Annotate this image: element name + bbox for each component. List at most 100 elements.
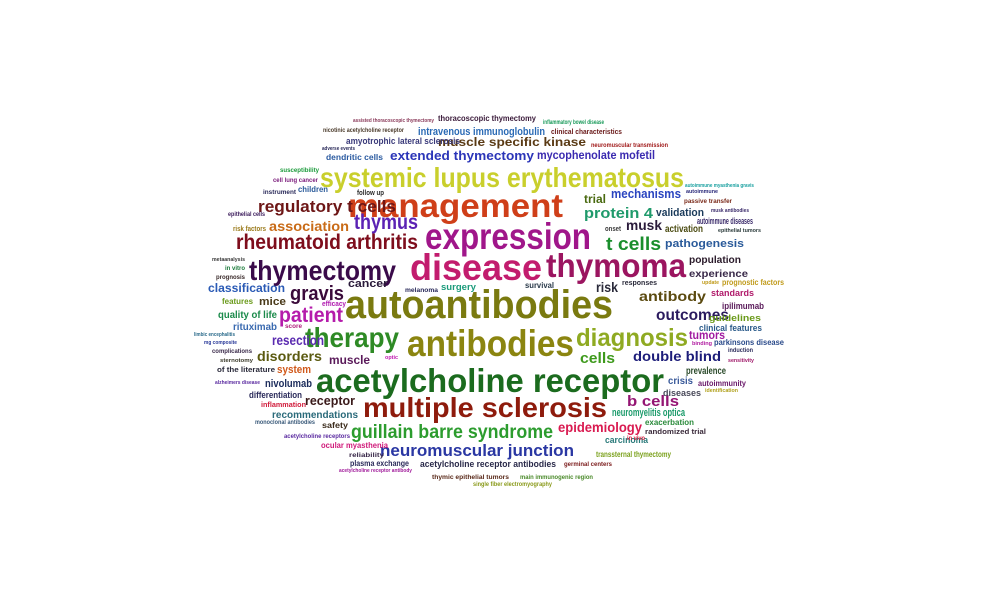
word-update: update (702, 280, 719, 286)
word-efficacy: efficacy (322, 301, 346, 308)
word-patient: patient (279, 304, 343, 327)
word-features: features (222, 297, 254, 306)
word-therapy: therapy (305, 322, 399, 353)
word-gravis: gravis (290, 283, 344, 305)
word-mechanisms: mechanisms (611, 186, 681, 201)
word-score: score (285, 324, 303, 330)
word-sternotomy: sternotomy (220, 358, 253, 364)
word-musk-antibodies: musk antibodies (711, 208, 749, 214)
word-autoimmunity: autoimmunity (698, 379, 746, 388)
word-double-blind: double blind (633, 348, 721, 364)
word-clinical-features: clinical features (699, 323, 762, 333)
word-prevalence: prevalence (686, 366, 726, 377)
word-onset: onset (605, 226, 622, 233)
word-adverse-events: adverse events (322, 146, 355, 152)
word-risk-factors: risk factors (233, 226, 266, 233)
word-multiple-sclerosis: multiple sclerosis (363, 392, 607, 423)
word-activation: activation (665, 224, 703, 235)
word-passive-transfer: passive transfer (684, 199, 733, 205)
word-validation: validation (656, 207, 704, 219)
word-alzheimers-disease: alzheimers disease (215, 380, 260, 386)
word-system: system (277, 364, 311, 376)
word-disease: disease (410, 247, 542, 288)
word-neuromuscular-junction: neuromuscular junction (380, 441, 574, 460)
word-cell-lung-cancer: cell lung cancer (273, 178, 319, 184)
word-responses: responses (622, 280, 657, 287)
word-regulatory-t-cells: regulatory t cells (258, 197, 396, 216)
word-ocular-myasthenia: ocular myasthenia (321, 441, 389, 450)
word-safety: safety (322, 421, 349, 430)
word-limbic-encephalitis: limbic encephalitis (194, 332, 235, 338)
word-complications: complications (212, 349, 253, 355)
word-rituximab: rituximab (233, 322, 277, 333)
word-reliability: reliability (349, 453, 385, 459)
word-mycophenolate-mofetil: mycophenolate mofetil (537, 148, 655, 162)
word-survival: survival (525, 281, 554, 290)
word-amyotrophic-lateral-sclerosis: amyotrophic lateral sclerosis (346, 136, 460, 146)
word-monoclonal-antibodies: monoclonal antibodies (255, 420, 316, 426)
word-susceptibility: susceptibility (280, 168, 320, 174)
word-germinal-centers: germinal centers (564, 462, 613, 468)
word-standards: standards (711, 288, 754, 298)
word-neuromyelitis-optica: neuromyelitis optica (612, 407, 686, 419)
word-identification: identification (705, 388, 738, 394)
word-in-vivo: in vivo (627, 436, 645, 442)
word-acetylcholine-receptor-antibody: acetylcholine receptor antibody (339, 468, 412, 474)
word-resection: resection (272, 332, 324, 348)
word-thymus: thymus (354, 211, 418, 234)
word-classification: classification (208, 281, 285, 295)
word-follow-up: follow up (357, 190, 384, 197)
word-epithelial-cells: epithelial cells (228, 212, 266, 218)
word-optic: optic (385, 355, 398, 361)
word-b-cells: b cells (627, 393, 679, 410)
word-neuromuscular-transmission: neuromuscular transmission (591, 143, 668, 149)
word-musk: musk (626, 217, 662, 233)
word-dendritic-cells: dendritic cells (326, 153, 384, 162)
word-thymic-epithelial-tumors: thymic epithelial tumors (432, 475, 510, 481)
word-thymoma: thymoma (546, 247, 687, 284)
word-in-vitro: in vitro (225, 266, 245, 272)
word-assisted-thoracoscopic-thymectomy: assisted thoracoscopic thymectomy (353, 118, 434, 124)
word-children: children (298, 185, 328, 194)
word-trial: trial (584, 192, 606, 206)
word-guillain-barre-syndrome: guillain barre syndrome (351, 422, 553, 443)
word-antibodies: antibodies (407, 323, 574, 364)
word-of-the-literature: of the literature (217, 367, 275, 374)
word-differentiation: differentiation (249, 390, 302, 400)
word-cells: cells (580, 350, 615, 367)
word-protein-4: protein 4 (584, 205, 654, 222)
word-binding: binding (692, 341, 712, 347)
word-acetylcholine-receptor: acetylcholine receptor (316, 362, 664, 399)
word-surgery: surgery (441, 282, 476, 292)
word-diseases: diseases (663, 388, 701, 398)
word-expression: expression (425, 216, 591, 257)
word-autoimmune-diseases: autoimmune diseases (697, 216, 753, 226)
word-main-immunogenic-region: main immunogenic region (520, 475, 593, 481)
word-nivolumab: nivolumab (265, 378, 312, 390)
word-mice: mice (259, 296, 286, 308)
word-melanoma: melanoma (405, 288, 439, 294)
word-thymectomy: thymectomy (249, 255, 396, 286)
word-mg-composite: mg composite (204, 340, 237, 346)
word-acetylcholine-receptor-antibodies: acetylcholine receptor antibodies (420, 459, 556, 469)
word-exacerbation: exacerbation (645, 418, 694, 427)
word-disorders: disorders (257, 348, 322, 364)
word-clinical-characteristics: clinical characteristics (551, 129, 622, 136)
word-association: association (269, 218, 349, 234)
word-tumors: tumors (689, 328, 725, 342)
word-randomized-trial: randomized trial (645, 429, 706, 436)
word-parkinsons-disease: parkinsons disease (714, 338, 785, 347)
word-systemic-lupus-erythematosus: systemic lupus erythematosus (320, 162, 684, 193)
word-autoimmune: autoimmune (686, 189, 718, 195)
word-diagnosis: diagnosis (576, 324, 688, 352)
word-nicotinic-acetylcholine-receptor: nicotinic acetylcholine receptor (323, 128, 405, 134)
word-thoracoscopic-thymectomy: thoracoscopic thymectomy (438, 114, 537, 123)
word-receptor: receptor (305, 393, 355, 408)
word-prognosis: prognosis (216, 275, 246, 281)
word-autoimmune-myasthenia-gravis: autoimmune myasthenia gravis (685, 183, 754, 189)
word-inflammation: inflammation (261, 402, 306, 409)
word-autoantibodies: autoantibodies (345, 283, 613, 327)
word-recommendations: recommendations (272, 410, 358, 421)
word-single-fiber-electromyography: single fiber electromyography (473, 482, 553, 488)
